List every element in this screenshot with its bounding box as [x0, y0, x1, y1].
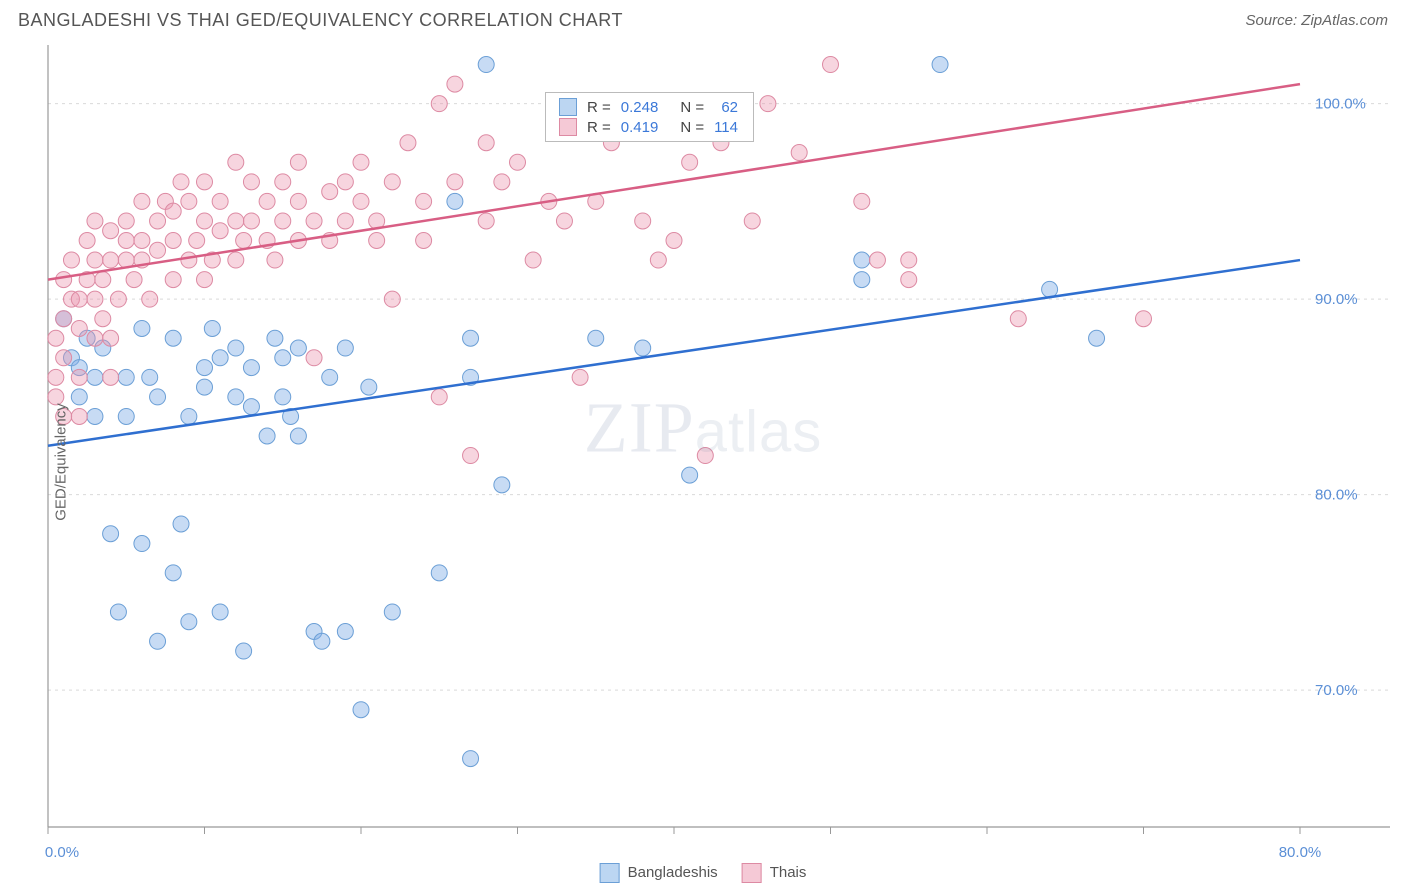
svg-text:100.0%: 100.0%: [1315, 96, 1366, 113]
chart-source: Source: ZipAtlas.com: [1245, 12, 1388, 29]
legend-N-value: 62: [709, 97, 743, 117]
legend-label: Bangladeshis: [628, 864, 718, 881]
svg-text:70.0%: 70.0%: [1315, 682, 1358, 699]
legend-N-value: 114: [709, 117, 743, 137]
legend-N-label: N =: [675, 117, 709, 137]
legend-R-value: 0.419: [616, 117, 664, 137]
chart-header: BANGLADESHI VS THAI GED/EQUIVALENCY CORR…: [0, 0, 1406, 37]
legend-item-bangladeshis: Bangladeshis: [600, 863, 718, 883]
legend-item-thais: Thais: [742, 863, 807, 883]
svg-text:90.0%: 90.0%: [1315, 291, 1358, 308]
svg-text:80.0%: 80.0%: [1279, 844, 1322, 861]
legend-swatch: [559, 98, 577, 116]
chart-title: BANGLADESHI VS THAI GED/EQUIVALENCY CORR…: [18, 10, 623, 31]
legend-R-value: 0.248: [616, 97, 664, 117]
legend-swatch: [742, 863, 762, 883]
legend-label: Thais: [770, 864, 807, 881]
scatter-chart: 70.0% 80.0% 90.0% 100.0% 0.0% 80.0%: [0, 37, 1406, 867]
legend-N-label: N =: [675, 97, 709, 117]
legend-swatch: [559, 118, 577, 136]
legend-R-label: R =: [582, 97, 616, 117]
chart-area: GED/Equivalency 70.0% 80.0% 90.0% 100.0% 0.0…: [0, 37, 1406, 887]
svg-text:0.0%: 0.0%: [45, 844, 79, 861]
y-axis-label: GED/Equivalency: [52, 403, 69, 521]
stats-legend: R =0.248 N =62 R =0.419 N =114: [545, 92, 754, 142]
legend-swatch: [600, 863, 620, 883]
legend-R-label: R =: [582, 117, 616, 137]
series-legend: Bangladeshis Thais: [600, 863, 807, 883]
svg-text:80.0%: 80.0%: [1315, 487, 1358, 504]
